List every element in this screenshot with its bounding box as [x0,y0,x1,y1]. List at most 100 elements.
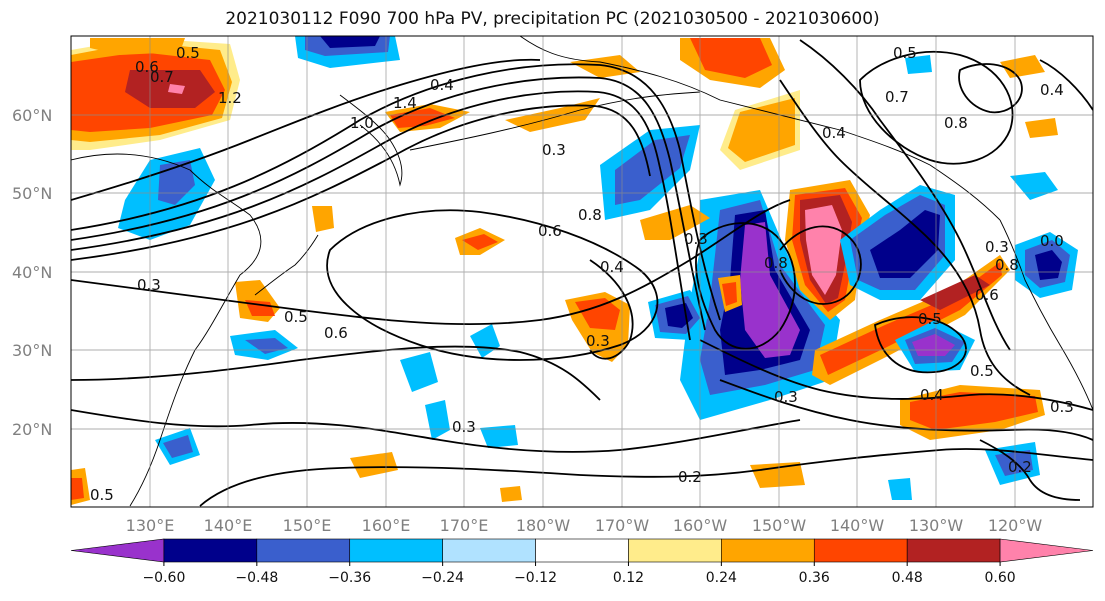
colorbar-tick-label: 0.24 [706,570,737,586]
contour-label: 0.8 [995,256,1019,274]
latitude-labels: 60°N 50°N 40°N 30°N 20°N [12,106,52,439]
pv-contour [71,63,721,321]
contour-label: 0.3 [137,276,161,294]
contour-label: 0.6 [975,286,999,304]
shade-small [500,486,522,502]
lon-label: 180°W [516,516,571,535]
shade-positive-main [728,98,795,162]
contour-label: 0.5 [90,486,114,504]
contour-label: 0.6 [135,58,159,76]
colorbar-segment [535,538,629,563]
pv-contour [779,225,862,305]
contour-label: 0.2 [1008,458,1032,476]
contour-label: 0.7 [885,88,909,106]
pv-contour [1039,59,1093,111]
contour-label: 0.2 [678,468,702,486]
pv-contour [71,76,706,331]
contour-labels: 0.5 0.6 0.7 1.2 1.0 1.4 0.4 0.3 0.6 0.8 … [90,44,1074,504]
contour-label: 0.4 [430,76,454,94]
shade-small [163,435,193,458]
colorbar-tick-label: −0.36 [328,570,371,586]
shade-negative-se [912,334,955,356]
pv-contour [71,409,801,453]
shade-negative-siberia [158,160,195,205]
contour-label: 0.8 [764,254,788,272]
longitude-labels: 130°E 140°E 150°E 160°E 170°E 180°W 170°… [126,516,1043,535]
shade-small [480,425,518,448]
shade-positive-nw [168,84,185,94]
shade-negative-east [1035,250,1062,280]
contour-label: 0.0 [1040,232,1064,250]
contour-label: 0.3 [684,230,708,248]
shade-small [400,352,438,392]
colorbar-segment [628,538,722,563]
contour-label: 0.5 [970,362,994,380]
shade-small [575,298,620,330]
pv-contour [589,259,634,360]
coastline-alaska [519,36,1001,221]
contour-label: 0.4 [920,386,944,404]
shade-positive-top [90,38,185,55]
lon-label: 140°W [830,516,885,535]
shade-small [1025,118,1058,138]
colorbar-tick-label: 0.48 [892,570,923,586]
contour-label: 0.7 [150,68,174,86]
coastlines [71,36,1093,507]
colorbar-segment [721,538,815,563]
colorbar-segment [906,538,1001,563]
lat-label: 20°N [12,420,52,439]
lon-label: 130°E [126,516,175,535]
lon-label: 170°E [440,516,489,535]
colorbar-tick-label: 0.60 [985,570,1016,586]
colorbar-segment [256,538,351,563]
pv-contour [199,448,1093,507]
lon-label: 170°W [595,516,650,535]
pv-contours [71,39,1093,507]
contour-label: 0.3 [985,238,1009,256]
lat-label: 30°N [12,341,52,360]
contour-label: 0.3 [586,332,610,350]
pv-contour [859,51,1014,165]
contour-label: 0.5 [893,44,917,62]
lon-label: 130°W [909,516,964,535]
colorbar-tick-label: −0.12 [514,570,557,586]
colorbar-tick-label: 0.36 [799,570,830,586]
shade-small [750,462,805,488]
shade-negative-center [615,135,690,205]
map-frame [70,35,1094,508]
contour-label: 0.5 [284,308,308,326]
lat-label: 40°N [12,263,52,282]
lat-label: 60°N [12,106,52,125]
pv-contour [71,104,651,261]
shade-positive-diagonal [820,262,1002,375]
contour-label: 1.4 [393,94,417,112]
contour-label: 0.4 [600,258,624,276]
contour-label: 0.3 [542,141,566,159]
shade-negative-top [320,36,380,48]
contour-label: 0.5 [176,44,200,62]
lon-label: 160°E [362,516,411,535]
graticule [71,36,1093,507]
shade-small [905,55,932,74]
contour-label: 1.2 [218,89,242,107]
pv-contour [71,345,601,401]
shade-small [470,324,500,358]
shade-small [722,282,737,306]
colorbar-tick-label: 0.12 [613,570,644,586]
lat-label: 50°N [12,184,52,203]
contour-label: 0.3 [1050,398,1074,416]
pv-contour [695,222,796,350]
colorbar-segment [349,538,443,563]
coastline-na-west [999,219,1093,411]
shade-positive-ne [690,38,772,78]
shade-negative-big [740,222,800,358]
contour-label: 0.6 [324,324,348,342]
shade-small [888,478,912,500]
lon-label: 120°W [988,516,1043,535]
colorbar-segment [999,538,1094,563]
colorbar-segment [70,538,165,563]
contour-label: 0.4 [1040,81,1064,99]
shade-small [425,400,450,440]
contour-label: 0.8 [578,206,602,224]
